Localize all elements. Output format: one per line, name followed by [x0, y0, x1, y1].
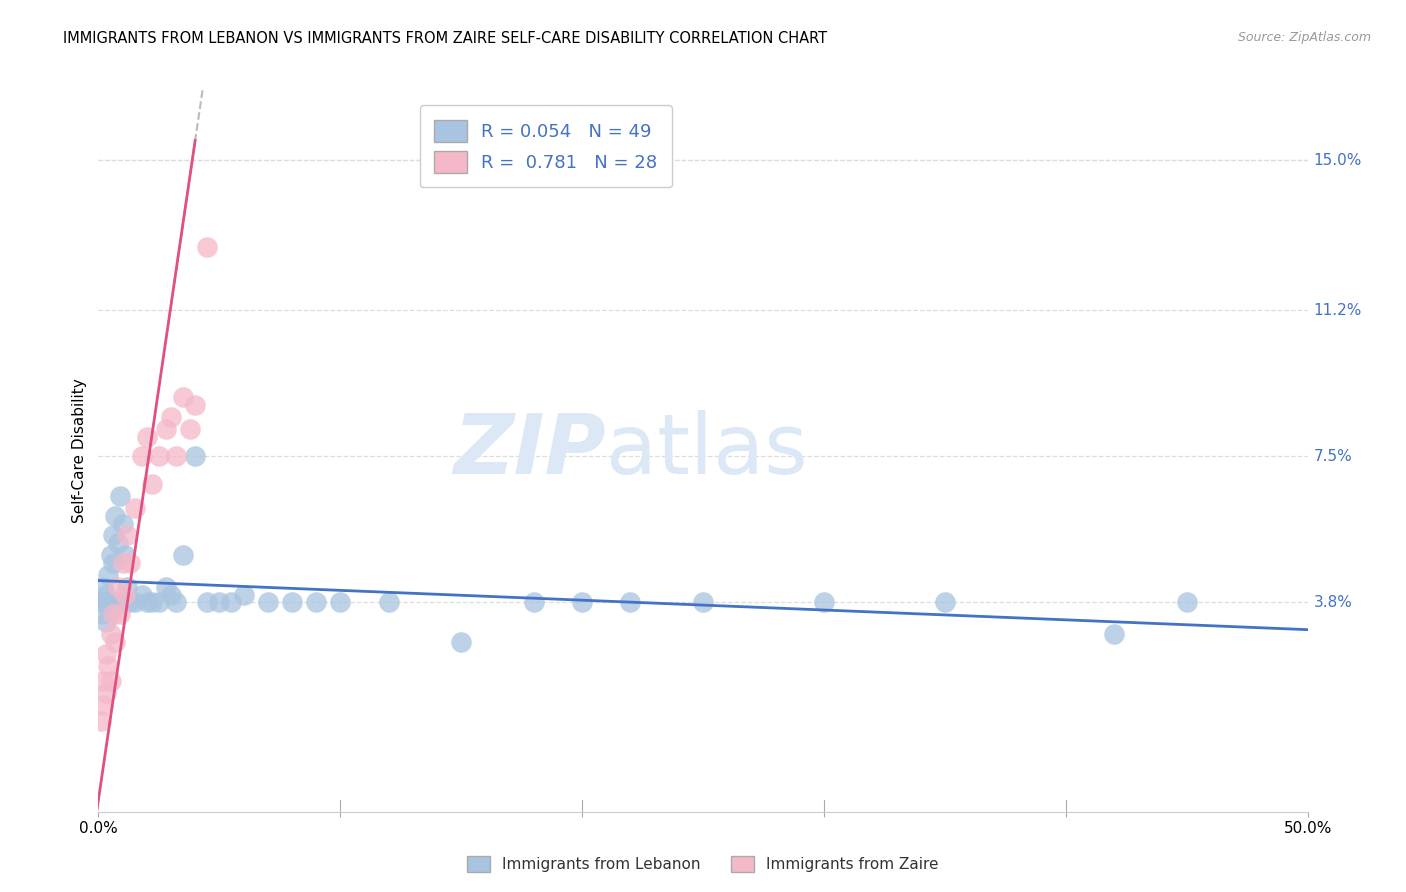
Point — [100, 603, 122, 617]
Point — [1102, 627, 1125, 641]
Point — [124, 500, 146, 515]
Point — [124, 595, 146, 609]
Point — [108, 607, 131, 622]
Point — [117, 528, 139, 542]
Point — [692, 595, 714, 609]
Point — [172, 548, 194, 562]
Point — [94, 588, 117, 602]
Text: IMMIGRANTS FROM LEBANON VS IMMIGRANTS FROM ZAIRE SELF-CARE DISABILITY CORRELATIO: IMMIGRANTS FROM LEBANON VS IMMIGRANTS FR… — [63, 31, 827, 46]
Point — [91, 698, 114, 712]
Point — [117, 580, 139, 594]
Point — [111, 516, 134, 531]
Text: 11.2%: 11.2% — [1313, 302, 1362, 318]
Point — [94, 595, 117, 609]
Text: 3.8%: 3.8% — [1313, 595, 1353, 610]
Point — [97, 567, 120, 582]
Point — [329, 595, 352, 609]
Point — [184, 398, 207, 412]
Text: 7.5%: 7.5% — [1313, 449, 1353, 464]
Point — [184, 450, 207, 464]
Point — [94, 615, 117, 630]
Point — [148, 595, 170, 609]
Point — [165, 450, 187, 464]
Point — [135, 430, 157, 444]
Point — [135, 595, 157, 609]
Point — [97, 595, 120, 609]
Point — [1175, 595, 1198, 609]
Point — [91, 607, 114, 622]
Point — [101, 528, 124, 542]
Point — [107, 536, 129, 550]
Point — [90, 595, 112, 609]
Point — [97, 658, 120, 673]
Point — [118, 595, 141, 609]
Point — [160, 409, 183, 424]
Point — [107, 580, 129, 594]
Y-axis label: Self-Care Disability: Self-Care Disability — [72, 378, 87, 523]
Point — [155, 422, 177, 436]
Text: ZIP: ZIP — [454, 410, 606, 491]
Point — [104, 595, 127, 609]
Point — [571, 595, 593, 609]
Point — [108, 489, 131, 503]
Point — [305, 595, 328, 609]
Point — [377, 595, 399, 609]
Point — [232, 588, 254, 602]
Point — [131, 450, 153, 464]
Point — [101, 607, 124, 622]
Point — [118, 556, 141, 570]
Point — [450, 635, 472, 649]
Point — [179, 422, 201, 436]
Point — [91, 674, 114, 689]
Point — [111, 556, 134, 570]
Point — [131, 588, 153, 602]
Point — [155, 580, 177, 594]
Point — [104, 635, 127, 649]
Point — [90, 714, 112, 728]
Legend: R = 0.054   N = 49, R =  0.781   N = 28: R = 0.054 N = 49, R = 0.781 N = 28 — [420, 105, 672, 187]
Text: Source: ZipAtlas.com: Source: ZipAtlas.com — [1237, 31, 1371, 45]
Point — [172, 390, 194, 404]
Point — [141, 477, 163, 491]
Point — [813, 595, 835, 609]
Point — [523, 595, 546, 609]
Point — [101, 556, 124, 570]
Point — [114, 548, 136, 562]
Point — [281, 595, 304, 609]
Point — [256, 595, 278, 609]
Point — [141, 595, 163, 609]
Point — [114, 588, 136, 602]
Text: atlas: atlas — [606, 410, 808, 491]
Point — [195, 595, 218, 609]
Legend: Immigrants from Lebanon, Immigrants from Zaire: Immigrants from Lebanon, Immigrants from… — [460, 848, 946, 880]
Text: 15.0%: 15.0% — [1313, 153, 1362, 168]
Point — [148, 450, 170, 464]
Point — [94, 686, 117, 700]
Point — [619, 595, 641, 609]
Point — [111, 595, 134, 609]
Point — [104, 508, 127, 523]
Point — [934, 595, 956, 609]
Point — [160, 588, 183, 602]
Point — [100, 548, 122, 562]
Point — [221, 595, 243, 609]
Point — [100, 627, 122, 641]
Point — [94, 647, 117, 661]
Point — [100, 674, 122, 689]
Point — [91, 580, 114, 594]
Point — [208, 595, 231, 609]
Point — [195, 240, 218, 254]
Point — [165, 595, 187, 609]
